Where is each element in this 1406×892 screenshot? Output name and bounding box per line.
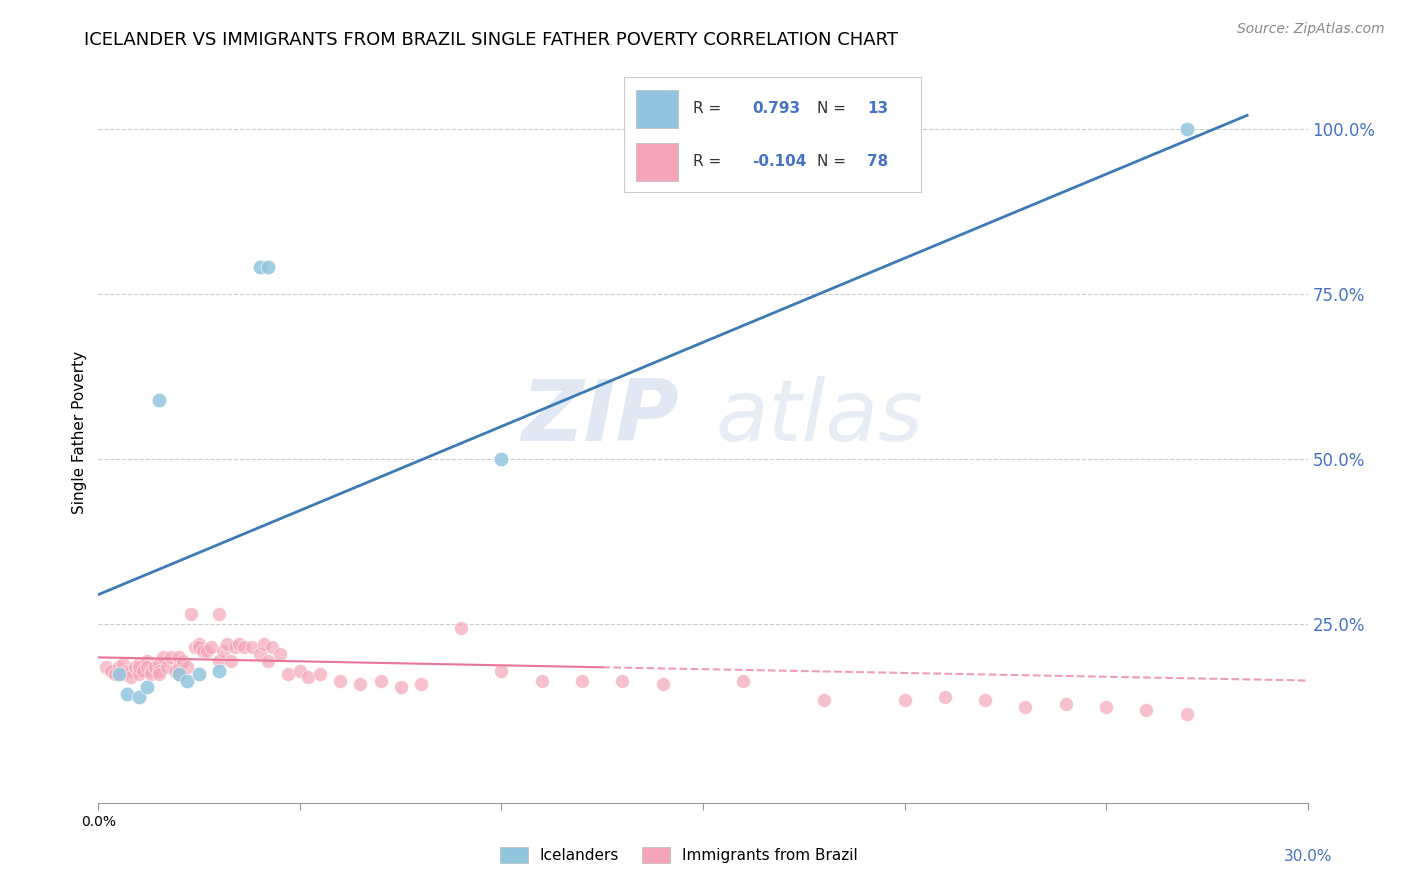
Point <box>139 666 162 681</box>
Point <box>249 647 271 661</box>
Text: 30.0%: 30.0% <box>1284 849 1331 864</box>
Point <box>1175 706 1198 721</box>
Point <box>389 680 412 694</box>
Point <box>115 687 138 701</box>
Point <box>107 660 129 674</box>
Point <box>160 650 183 665</box>
Point <box>115 664 138 678</box>
Point <box>260 640 283 655</box>
Point <box>221 654 243 668</box>
Point <box>240 640 263 655</box>
Point <box>176 673 198 688</box>
Text: atlas: atlas <box>716 376 924 459</box>
Point <box>934 690 956 704</box>
Point <box>1175 121 1198 136</box>
Point <box>195 644 218 658</box>
Point <box>148 666 170 681</box>
Point <box>188 637 211 651</box>
Point <box>180 607 202 622</box>
Point <box>132 664 155 678</box>
Point <box>96 660 118 674</box>
Point <box>277 666 299 681</box>
Point <box>256 654 278 668</box>
Point <box>208 664 231 678</box>
Point <box>167 650 190 665</box>
Point <box>120 664 142 678</box>
Point <box>128 666 150 681</box>
Point <box>128 657 150 671</box>
Point <box>228 637 250 651</box>
Point <box>1054 697 1077 711</box>
Point <box>100 664 122 678</box>
Point <box>184 640 207 655</box>
Point <box>107 666 129 681</box>
Point <box>128 660 150 674</box>
Point <box>103 666 125 681</box>
Point <box>651 677 673 691</box>
Point <box>167 666 190 681</box>
Point <box>176 660 198 674</box>
Point <box>249 260 271 275</box>
Point <box>120 670 142 684</box>
Point <box>1095 700 1118 714</box>
Point <box>156 660 179 674</box>
Point <box>135 680 157 694</box>
Point <box>148 664 170 678</box>
Point <box>148 392 170 407</box>
Point <box>172 654 194 668</box>
Point <box>309 666 332 681</box>
Text: ZIP: ZIP <box>522 376 679 459</box>
Point <box>167 660 190 674</box>
Point <box>193 644 215 658</box>
Point <box>232 640 254 655</box>
Point <box>329 673 352 688</box>
Point <box>253 637 276 651</box>
Point <box>148 657 170 671</box>
Point <box>188 640 211 655</box>
Point <box>1135 703 1157 717</box>
Point <box>450 621 472 635</box>
Point <box>1014 700 1036 714</box>
Point <box>974 693 997 707</box>
Y-axis label: Single Father Poverty: Single Father Poverty <box>72 351 87 514</box>
Point <box>135 654 157 668</box>
Point <box>143 660 166 674</box>
Point <box>128 690 150 704</box>
Text: ICELANDER VS IMMIGRANTS FROM BRAZIL SINGLE FATHER POVERTY CORRELATION CHART: ICELANDER VS IMMIGRANTS FROM BRAZIL SING… <box>84 31 898 49</box>
Point <box>269 647 291 661</box>
Point <box>571 673 593 688</box>
Point <box>167 666 190 681</box>
Point <box>208 607 231 622</box>
Point <box>111 666 134 681</box>
Point <box>208 654 231 668</box>
Point <box>893 693 915 707</box>
Point <box>224 640 246 655</box>
Point <box>200 640 222 655</box>
Point <box>212 644 235 658</box>
Point <box>163 664 186 678</box>
Point <box>491 664 513 678</box>
Point <box>297 670 319 684</box>
Point <box>491 452 513 467</box>
Point <box>135 660 157 674</box>
Point <box>288 664 311 678</box>
Point <box>139 664 162 678</box>
Text: Source: ZipAtlas.com: Source: ZipAtlas.com <box>1237 22 1385 37</box>
Point <box>124 660 146 674</box>
Point <box>217 637 239 651</box>
Point <box>530 673 553 688</box>
Point <box>256 260 278 275</box>
Legend: Icelanders, Immigrants from Brazil: Icelanders, Immigrants from Brazil <box>494 841 863 869</box>
Point <box>128 664 150 678</box>
Point <box>111 657 134 671</box>
Point <box>733 673 755 688</box>
Point <box>813 693 835 707</box>
Point <box>612 673 634 688</box>
Point <box>349 677 371 691</box>
Point <box>409 677 432 691</box>
Point <box>152 650 174 665</box>
Point <box>188 666 211 681</box>
Point <box>370 673 392 688</box>
